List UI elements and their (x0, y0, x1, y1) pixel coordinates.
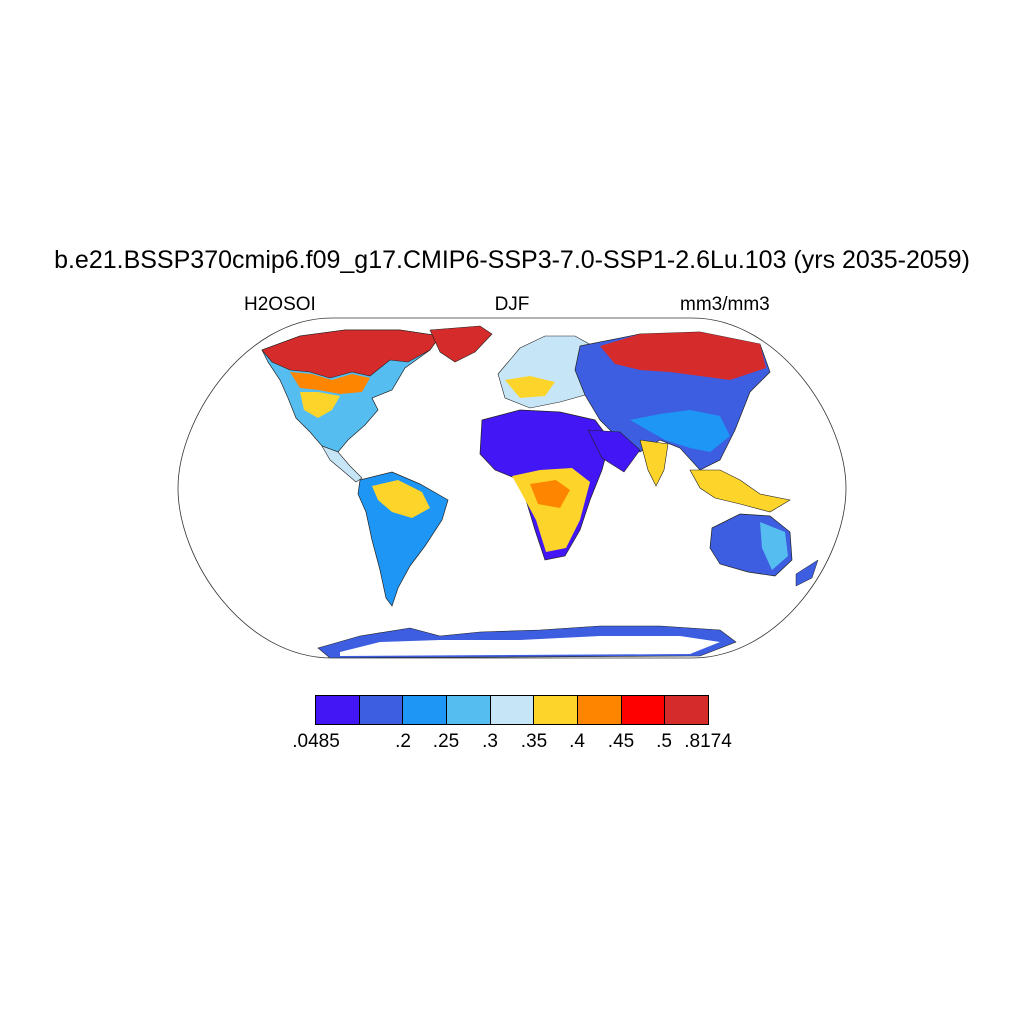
asia-band (630, 410, 730, 452)
arabia (587, 429, 641, 473)
colorbar-label-2: .25 (432, 731, 460, 752)
greenland (429, 325, 493, 363)
colorbar-box-0 (316, 696, 360, 724)
colorbar-box-3 (447, 696, 491, 724)
colorbar-label-8: .8174 (684, 731, 732, 752)
india (639, 439, 669, 487)
africa-core (530, 480, 570, 508)
southeast-asia (689, 469, 791, 513)
colorbar-label-3: .3 (482, 731, 498, 752)
colorbar-box-6 (578, 696, 622, 724)
asia-north (600, 332, 766, 380)
colorbar-label-4: .35 (520, 731, 548, 752)
colorbar-label-0: .0485 (292, 731, 340, 752)
north-america-band (290, 372, 370, 394)
north-america-mid (300, 392, 340, 418)
season-label: DJF (494, 294, 530, 315)
colorbar (315, 695, 709, 725)
africa-center (512, 468, 590, 552)
europe-south (505, 376, 555, 398)
colorbar-label-5: .4 (569, 731, 585, 752)
colorbar-box-1 (359, 696, 404, 724)
central-america (321, 445, 363, 483)
antarctica-inner (340, 636, 720, 656)
colorbar-box-7 (621, 696, 666, 724)
colorbar-box-5 (534, 696, 579, 724)
south-america-center (372, 480, 430, 518)
colorbar-box-4 (490, 696, 535, 724)
north-america-north (261, 329, 441, 379)
australia-edge (760, 522, 788, 570)
colorbar-box-8 (665, 696, 709, 724)
map-title: b.e21.BSSP370cmip6.f09_g17.CMIP6-SSP3-7.… (54, 246, 970, 274)
new-zealand (795, 559, 819, 587)
variable-label: H2OSOI (244, 294, 316, 315)
colorbar-label-7: .5 (656, 731, 672, 752)
colorbar-box-2 (403, 696, 448, 724)
colorbar-label-6: .45 (607, 731, 635, 752)
colorbar-label-1: .2 (395, 731, 411, 752)
units-label: mm3/mm3 (680, 294, 770, 315)
